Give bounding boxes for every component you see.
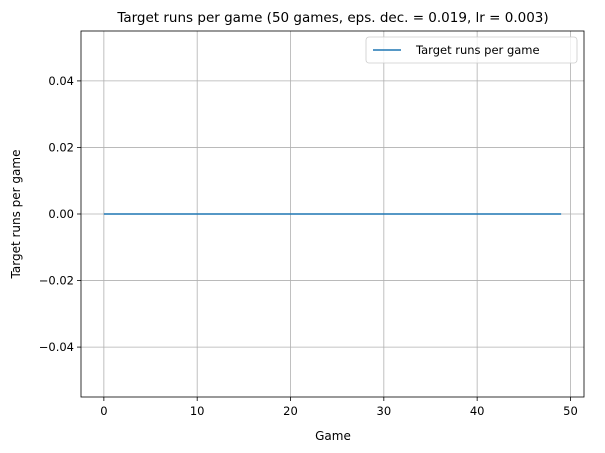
x-tick-label: 20 [283, 404, 298, 418]
y-tick-label: 0.00 [48, 207, 74, 221]
y-tick-label: −0.02 [39, 274, 74, 288]
y-axis: −0.04 −0.02 0.00 0.02 0.04 [39, 74, 81, 354]
legend-label: Target runs per game [415, 43, 540, 57]
x-tick-label: 50 [563, 404, 578, 418]
x-tick-label: 0 [100, 404, 107, 418]
chart-title: Target runs per game (50 games, eps. dec… [116, 10, 548, 26]
y-axis-label: Target runs per game [9, 150, 23, 280]
y-tick-label: −0.04 [39, 340, 74, 354]
x-axis-label: Game [315, 429, 351, 443]
x-tick-label: 40 [470, 404, 485, 418]
x-axis: 0 10 20 30 40 50 [100, 397, 578, 418]
legend: Target runs per game [365, 36, 578, 64]
x-tick-label: 30 [377, 404, 392, 418]
x-tick-label: 10 [190, 404, 205, 418]
y-tick-label: 0.04 [48, 74, 74, 88]
legend-box [365, 36, 578, 64]
y-tick-label: 0.02 [48, 140, 74, 154]
